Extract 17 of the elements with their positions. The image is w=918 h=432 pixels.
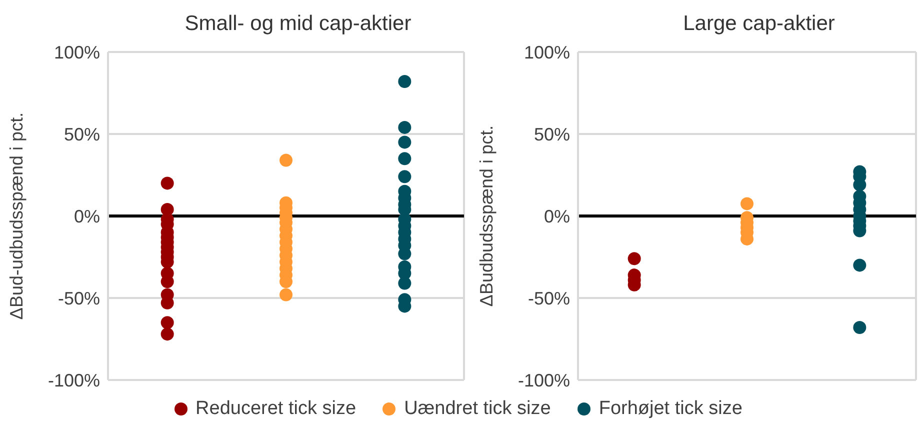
y-tick-label: 50% — [64, 124, 100, 144]
legend-label: Uændret tick size — [404, 398, 551, 420]
legend-label: Forhøjet tick size — [598, 398, 742, 420]
chart-title: Large cap-aktier — [682, 12, 836, 36]
y-axis-title: ΔBud-udbudsspænd i pct. — [6, 112, 26, 320]
chart-title: Small- og mid cap-aktier — [184, 12, 412, 36]
y-tick-label: -50% — [58, 288, 100, 308]
legend-label: Reduceret tick size — [196, 398, 356, 420]
y-tick-label: 50% — [534, 124, 570, 144]
y-tick-label: 0% — [74, 206, 100, 226]
y-tick-label: 100% — [54, 42, 100, 62]
y-tick-label: -100% — [48, 370, 100, 390]
y-tick-label: 0% — [544, 206, 570, 226]
y-tick-label: 100% — [524, 42, 570, 62]
y-tick-label: -100% — [518, 370, 570, 390]
y-tick-label: -50% — [528, 288, 570, 308]
y-axis-title: ΔBudbudsspænd i pct. — [476, 125, 496, 307]
